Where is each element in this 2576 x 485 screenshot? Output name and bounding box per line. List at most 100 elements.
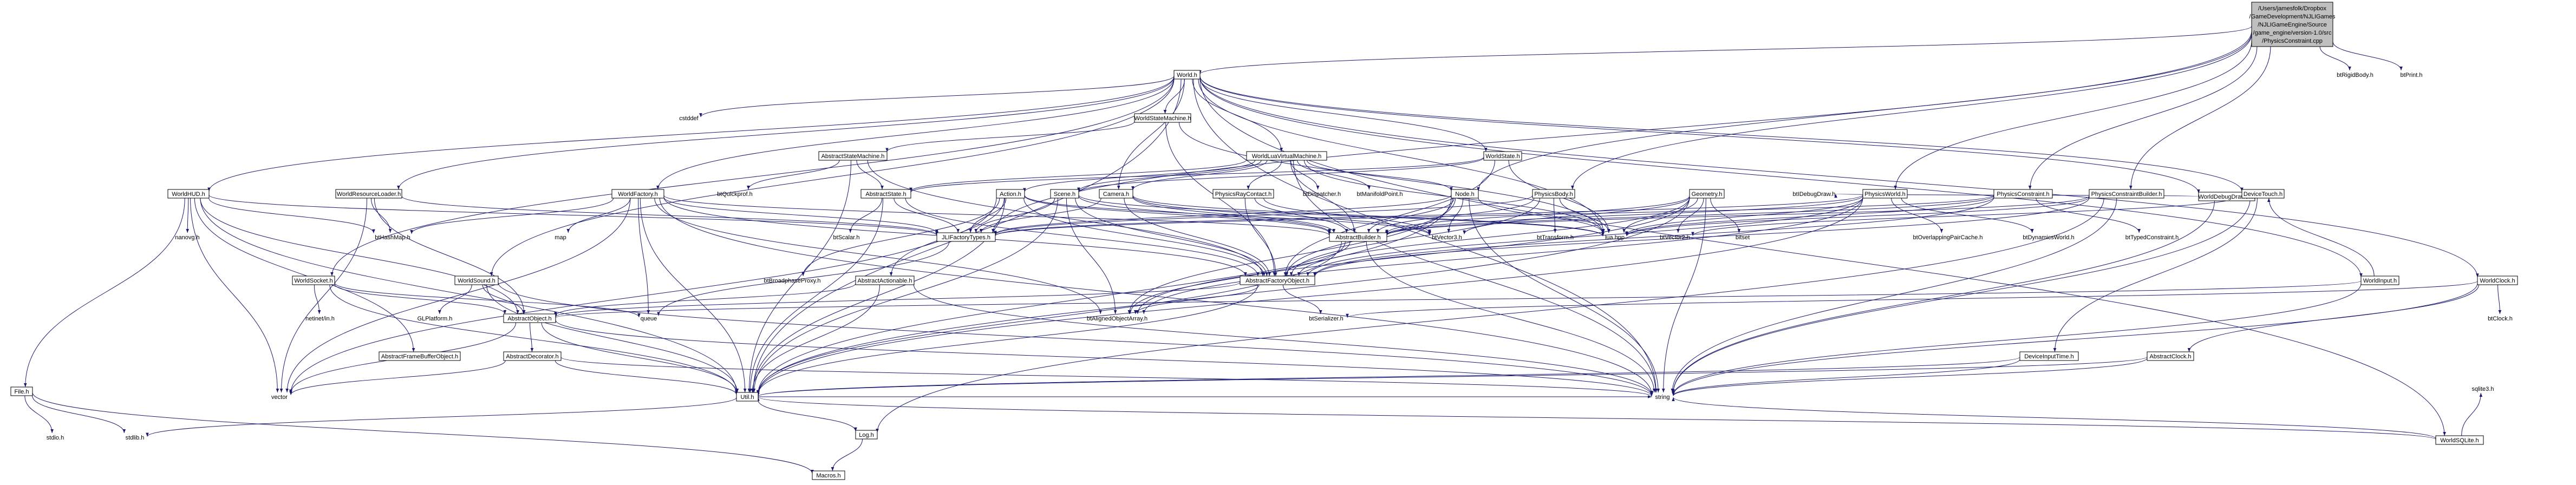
node-geometry[interactable]: Geometry.h — [1689, 189, 1725, 199]
node-pconst[interactable]: PhysicsConstraint.h — [1993, 189, 2053, 199]
edge-wsocket-to-util — [329, 284, 738, 394]
node-macros[interactable]: Macros.h — [812, 470, 845, 480]
node-wsqlite[interactable]: WorldSQLite.h — [2435, 435, 2484, 445]
edge-wlvm-to-abstate — [909, 159, 1247, 192]
node-devinput[interactable]: DeviceInputTime.h — [2019, 351, 2079, 361]
node-node[interactable]: Node.h — [1451, 189, 1479, 199]
node-nanovg[interactable]: nanovg.h — [175, 234, 199, 241]
node-btdisp[interactable]: btDispatcher.h — [1303, 191, 1341, 198]
edge-wsound-to-glplat — [438, 284, 472, 314]
node-devtouch[interactable]: DeviceTouch.h — [2241, 189, 2285, 199]
node-label: btVector3.h — [1432, 234, 1462, 241]
node-cstddef[interactable]: cstddef — [679, 115, 699, 122]
node-luahpp[interactable]: lua.hpp — [1605, 234, 1625, 241]
node-abuilder[interactable]: AbstractBuilder.h — [1329, 232, 1387, 242]
node-root[interactable]: /Users/jamesfolk/Dropbox/GameDevelopment… — [2249, 2, 2336, 47]
node-btoverlap[interactable]: btOverlappingPairCache.h — [1913, 234, 1982, 241]
node-box — [2241, 189, 2285, 199]
node-wdebug[interactable]: WorldDebugDrawer.h — [2198, 192, 2255, 201]
edge-action-to-afobject — [1023, 198, 1266, 277]
node-vector[interactable]: vector — [271, 394, 288, 401]
edge-wsqlite-to-wsqlite2 — [2461, 392, 2483, 436]
edge-asm-to-btquick — [747, 160, 840, 190]
node-netinet[interactable]: netinet/in.h — [305, 316, 335, 322]
node-util[interactable]: Util.h — [736, 392, 759, 402]
node-afobject[interactable]: AbstractFactoryObject.h — [1240, 276, 1315, 285]
node-btclock[interactable]: btClock.h — [2488, 316, 2513, 322]
node-camera[interactable]: Camera.h — [1099, 189, 1133, 199]
edge-pcbuild-to-log — [876, 198, 2104, 433]
node-abstate[interactable]: AbstractState.h — [860, 189, 911, 199]
node-pbody[interactable]: PhysicsBody.h — [1532, 189, 1575, 199]
node-winput[interactable]: WorldInput.h — [2360, 276, 2399, 285]
node-wsound[interactable]: WorldSound.h — [454, 276, 499, 285]
node-bttypedc[interactable]: btTypedConstraint.h — [2125, 234, 2179, 241]
node-btdynworld[interactable]: btDynamicsWorld.h — [2023, 234, 2074, 241]
node-wclock[interactable]: WorldClock.h — [2477, 276, 2518, 285]
node-string[interactable]: string — [1655, 394, 1670, 401]
node-box — [818, 151, 888, 161]
node-label: Node.h — [1455, 191, 1474, 198]
node-action[interactable]: Action.h — [996, 189, 1025, 199]
node-world[interactable]: World.h — [1173, 70, 1201, 80]
node-wstate[interactable]: WorldState.h — [1483, 151, 1522, 161]
node-queue[interactable]: queue — [641, 316, 657, 322]
edge-adecor-to-util — [555, 360, 738, 395]
node-bttrans[interactable]: btTransform.h — [1537, 234, 1574, 241]
edge-pbody-to-bttrans — [1553, 198, 1557, 233]
node-jlifact[interactable]: JLIFactoryTypes.h — [936, 232, 996, 242]
edge-pcbuild-to-abuilder — [1385, 195, 2090, 236]
edge-node-to-string — [1469, 198, 1660, 393]
node-wsm[interactable]: WorldStateMachine.h — [1134, 113, 1191, 123]
node-scene[interactable]: Scene.h — [1050, 189, 1079, 199]
node-label: JLIFactoryTypes.h — [942, 234, 990, 241]
edge-abstate-to-util — [748, 198, 884, 393]
node-btbroad[interactable]: btBroadphaseProxy.h — [764, 278, 821, 284]
node-bthash[interactable]: btHashMap.h — [375, 234, 410, 241]
node-btprint[interactable]: btPrint.h — [2401, 72, 2423, 78]
node-label: GLPlatform.h — [418, 316, 453, 322]
node-box — [812, 470, 845, 480]
edge-wlvm-to-string — [1293, 160, 1658, 393]
node-aobject[interactable]: AbstractObject.h — [503, 313, 556, 323]
node-wlvm[interactable]: WorldLuaVirtualMachine.h — [1246, 151, 1327, 161]
node-stdioh[interactable]: stdio.h — [47, 435, 64, 441]
node-box — [1212, 189, 1274, 199]
node-btscalar[interactable]: btScalar.h — [833, 234, 860, 241]
node-box — [2089, 189, 2164, 199]
node-label: WorldSound.h — [458, 278, 495, 284]
node-label: nanovg.h — [175, 234, 199, 241]
node-map[interactable]: map — [555, 234, 566, 241]
node-btaligned[interactable]: btAlignedObjectArray.h — [1087, 316, 1147, 322]
node-box — [2147, 351, 2194, 361]
node-btmani[interactable]: btManifoldPoint.h — [1357, 191, 1403, 198]
node-wsqlite2[interactable]: sqlite3.h — [2472, 386, 2494, 392]
node-aactionable[interactable]: AbstractActionable.h — [855, 276, 915, 285]
edge-worldhud-to-aobject — [200, 198, 519, 314]
node-wfactory[interactable]: WorldFactory.h — [611, 189, 664, 199]
node-btdebug[interactable]: btIDebugDraw.h — [1793, 191, 1836, 198]
node-file[interactable]: File.h — [10, 386, 33, 396]
node-aclock[interactable]: AbstractClock.h — [2147, 351, 2194, 361]
node-bitset[interactable]: bitset — [1736, 234, 1750, 241]
node-btquick[interactable]: btQuickprof.h — [717, 191, 752, 198]
node-adecor[interactable]: AbstractDecorator.h — [503, 351, 562, 361]
node-btvec2[interactable]: btVector2.h — [1660, 234, 1690, 241]
node-stdlibh[interactable]: stdlib.h — [126, 435, 145, 441]
node-btvec3[interactable]: btVector3.h — [1432, 234, 1462, 241]
node-pcbuild[interactable]: PhysicsConstraintBuilder.h — [2089, 189, 2164, 199]
node-btrigid[interactable]: btRigidBody.h — [2337, 72, 2373, 78]
edge-abuilder-to-afobject — [1284, 241, 1351, 277]
node-wsocket[interactable]: WorldSocket.h — [292, 276, 335, 285]
node-log[interactable]: Log.h — [855, 430, 878, 440]
node-pworld[interactable]: PhysicsWorld.h — [1862, 189, 1908, 199]
node-label: /PhysicsConstraint.cpp — [2262, 38, 2323, 44]
node-worldhud[interactable]: WorldHUD.h — [167, 189, 210, 199]
node-wreload[interactable]: WorldResourceLoader.h — [335, 189, 402, 199]
edge-devtouch-to-string — [1672, 198, 2251, 394]
node-glplat[interactable]: GLPlatform.h — [418, 316, 453, 322]
node-btserial[interactable]: btSerializer.h — [1309, 316, 1344, 322]
node-afbo[interactable]: AbstractFrameBufferObject.h — [379, 351, 461, 361]
node-asm[interactable]: AbstractStateMachine.h — [818, 151, 888, 161]
node-ppcontact[interactable]: PhysicsRayContact.h — [1212, 189, 1274, 199]
